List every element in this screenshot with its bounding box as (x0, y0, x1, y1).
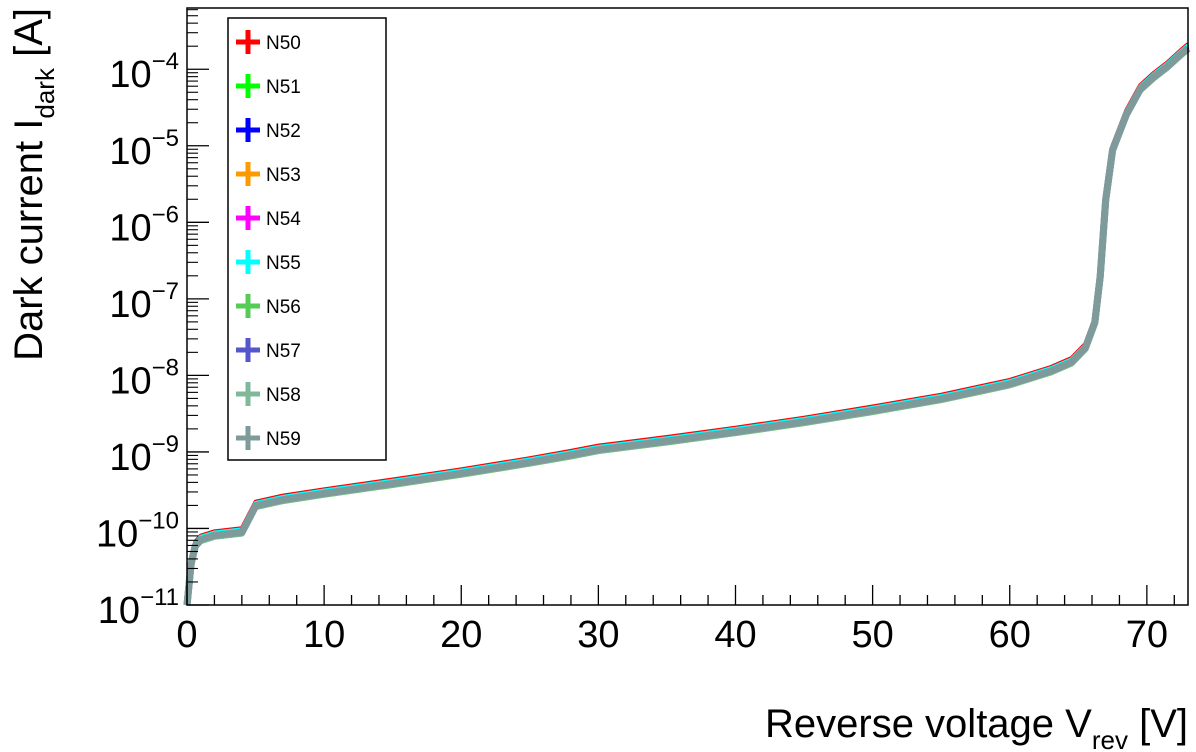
x-axis-title: Reverse voltage Vrev [V] (765, 702, 1188, 752)
y-axis: 10−11 10−10 10−9 10−8 10−7 10−6 10−5 10−4 (96, 9, 209, 632)
x-tick-label: 10 (303, 614, 345, 656)
legend: N50 N51 N52 N53 N54 N55 N56 N57 N58 N59 (227, 17, 387, 461)
legend-marker-n55 (236, 250, 260, 274)
legend-marker-n50 (236, 30, 260, 54)
y-tick-label: 10−4 (109, 48, 179, 96)
x-tick-label: 70 (1126, 614, 1168, 656)
legend-marker-n53 (236, 162, 260, 186)
legend-marker-n57 (236, 338, 260, 362)
legend-marker-n59 (236, 426, 260, 450)
y-tick-label: 10−10 (96, 507, 179, 555)
legend-marker-n56 (236, 294, 260, 318)
series-curves (183, 42, 1191, 606)
legend-box (227, 17, 387, 461)
x-tick-label: 30 (577, 614, 619, 656)
x-tick-label: 50 (851, 614, 893, 656)
y-tick-label: 10−7 (109, 278, 179, 326)
y-axis-title: Dark current Idark [A] (7, 8, 60, 361)
x-tick-label: 0 (176, 614, 197, 656)
x-tick-label: 60 (989, 614, 1031, 656)
x-axis: 0 10 20 30 40 50 60 70 (176, 585, 1175, 656)
legend-marker-n51 (236, 74, 260, 98)
series-line-n59 (183, 45, 1191, 606)
legend-label-n58: N58 (266, 385, 301, 406)
y-tick-label: 10−11 (98, 584, 179, 632)
y-tick-label: 10−5 (109, 125, 179, 173)
y-tick-label: 10−6 (109, 201, 179, 249)
legend-label-n51: N51 (266, 77, 301, 98)
legend-marker-n54 (236, 206, 260, 230)
y-tick-label: 10−8 (109, 354, 179, 402)
y-tick-label: 10−9 (109, 431, 179, 479)
legend-label-n52: N52 (266, 121, 301, 142)
legend-label-n55: N55 (266, 253, 301, 274)
legend-label-n56: N56 (266, 297, 301, 318)
legend-marker-n58 (236, 382, 260, 406)
legend-label-n54: N54 (266, 209, 301, 230)
legend-label-n59: N59 (266, 429, 301, 450)
legend-marker-n52 (236, 118, 260, 142)
legend-label-n50: N50 (266, 33, 301, 54)
legend-label-n53: N53 (266, 165, 301, 186)
x-tick-label: 40 (714, 614, 756, 656)
legend-label-n57: N57 (266, 341, 301, 362)
x-tick-label: 20 (440, 614, 482, 656)
